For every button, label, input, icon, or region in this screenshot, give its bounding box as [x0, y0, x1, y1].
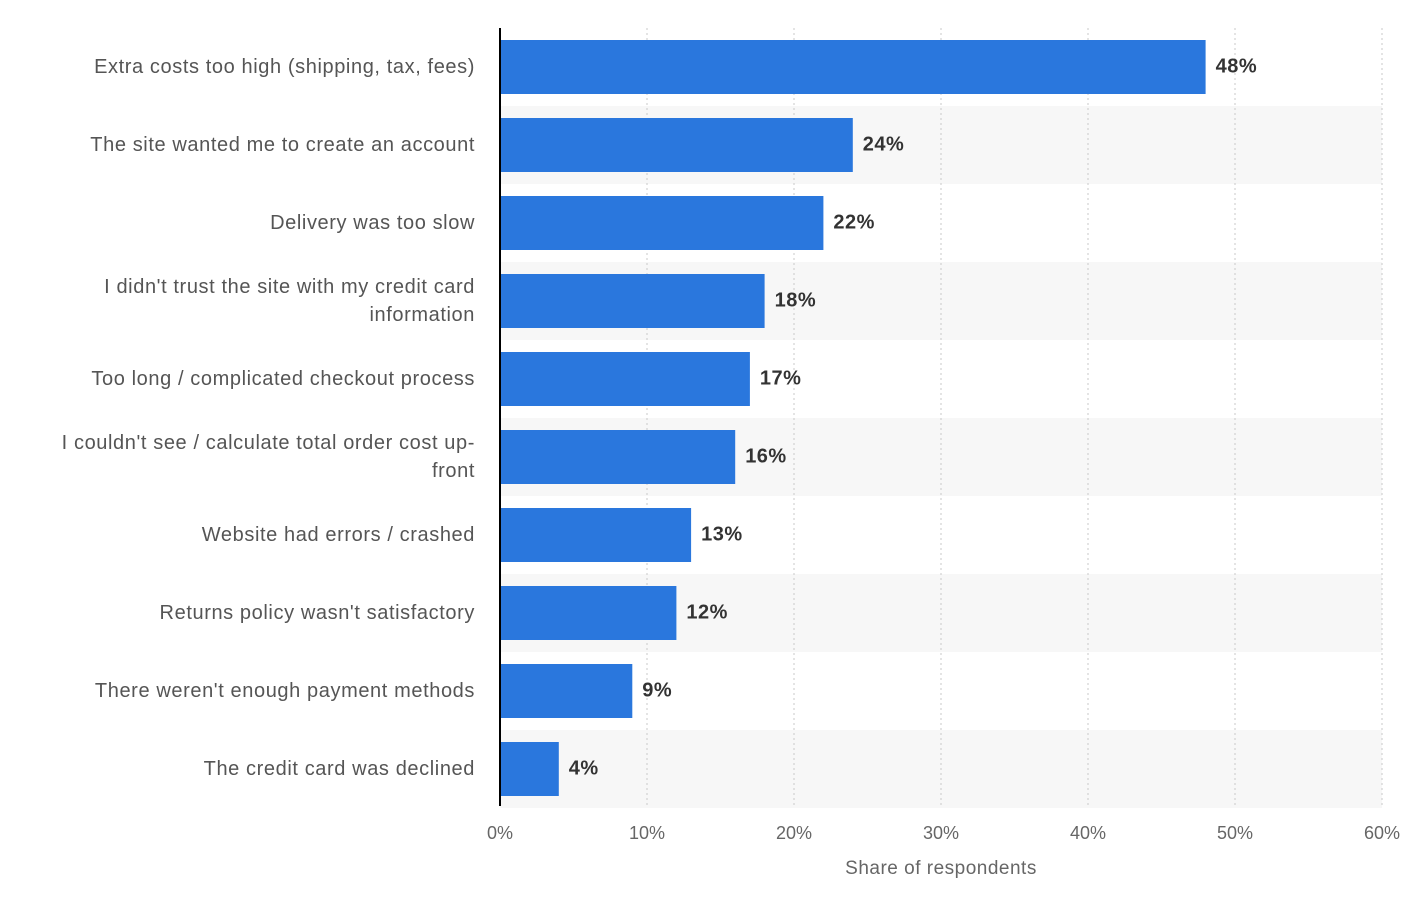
bar — [500, 508, 692, 562]
x-tick-label: 40% — [1070, 823, 1106, 843]
bar — [500, 430, 736, 484]
value-label: 16% — [745, 445, 787, 467]
value-label: 48% — [1216, 55, 1258, 77]
y-tick-label: I couldn't see / calculate total order c… — [61, 432, 475, 482]
x-tick-label: 20% — [776, 823, 812, 843]
y-tick-label: Delivery was too slow — [270, 212, 475, 234]
value-label: 22% — [833, 211, 875, 233]
x-axis-label: Share of respondents — [845, 858, 1037, 879]
y-tick-label: Returns policy wasn't satisfactory — [159, 602, 475, 624]
value-label: 9% — [642, 679, 672, 701]
y-tick-label: Too long / complicated checkout process — [91, 368, 475, 390]
bar — [500, 118, 853, 172]
x-tick-label: 60% — [1364, 823, 1400, 843]
y-tick-label: The site wanted me to create an account — [90, 134, 475, 156]
bar — [500, 664, 633, 718]
x-tick-label: 50% — [1217, 823, 1253, 843]
bar — [500, 274, 765, 328]
y-tick-label: The credit card was declined — [203, 758, 475, 780]
y-tick-label: Website had errors / crashed — [201, 524, 475, 546]
y-tick-label: Extra costs too high (shipping, tax, fee… — [94, 56, 475, 78]
x-tick-label: 10% — [629, 823, 665, 843]
bar — [500, 40, 1206, 94]
value-label: 4% — [569, 757, 599, 779]
bar — [500, 352, 750, 406]
y-tick-label: There weren't enough payment methods — [94, 680, 475, 702]
value-label: 24% — [863, 133, 905, 155]
value-label: 12% — [686, 601, 728, 623]
bar — [500, 742, 559, 796]
bar — [500, 196, 824, 250]
value-label: 13% — [701, 523, 743, 545]
value-label: 18% — [775, 289, 817, 311]
x-tick-label: 0% — [487, 823, 513, 843]
y-tick-label: I didn't trust the site with my credit c… — [104, 276, 475, 326]
bar — [500, 586, 677, 640]
x-tick-label: 30% — [923, 823, 959, 843]
value-label: 17% — [760, 367, 802, 389]
